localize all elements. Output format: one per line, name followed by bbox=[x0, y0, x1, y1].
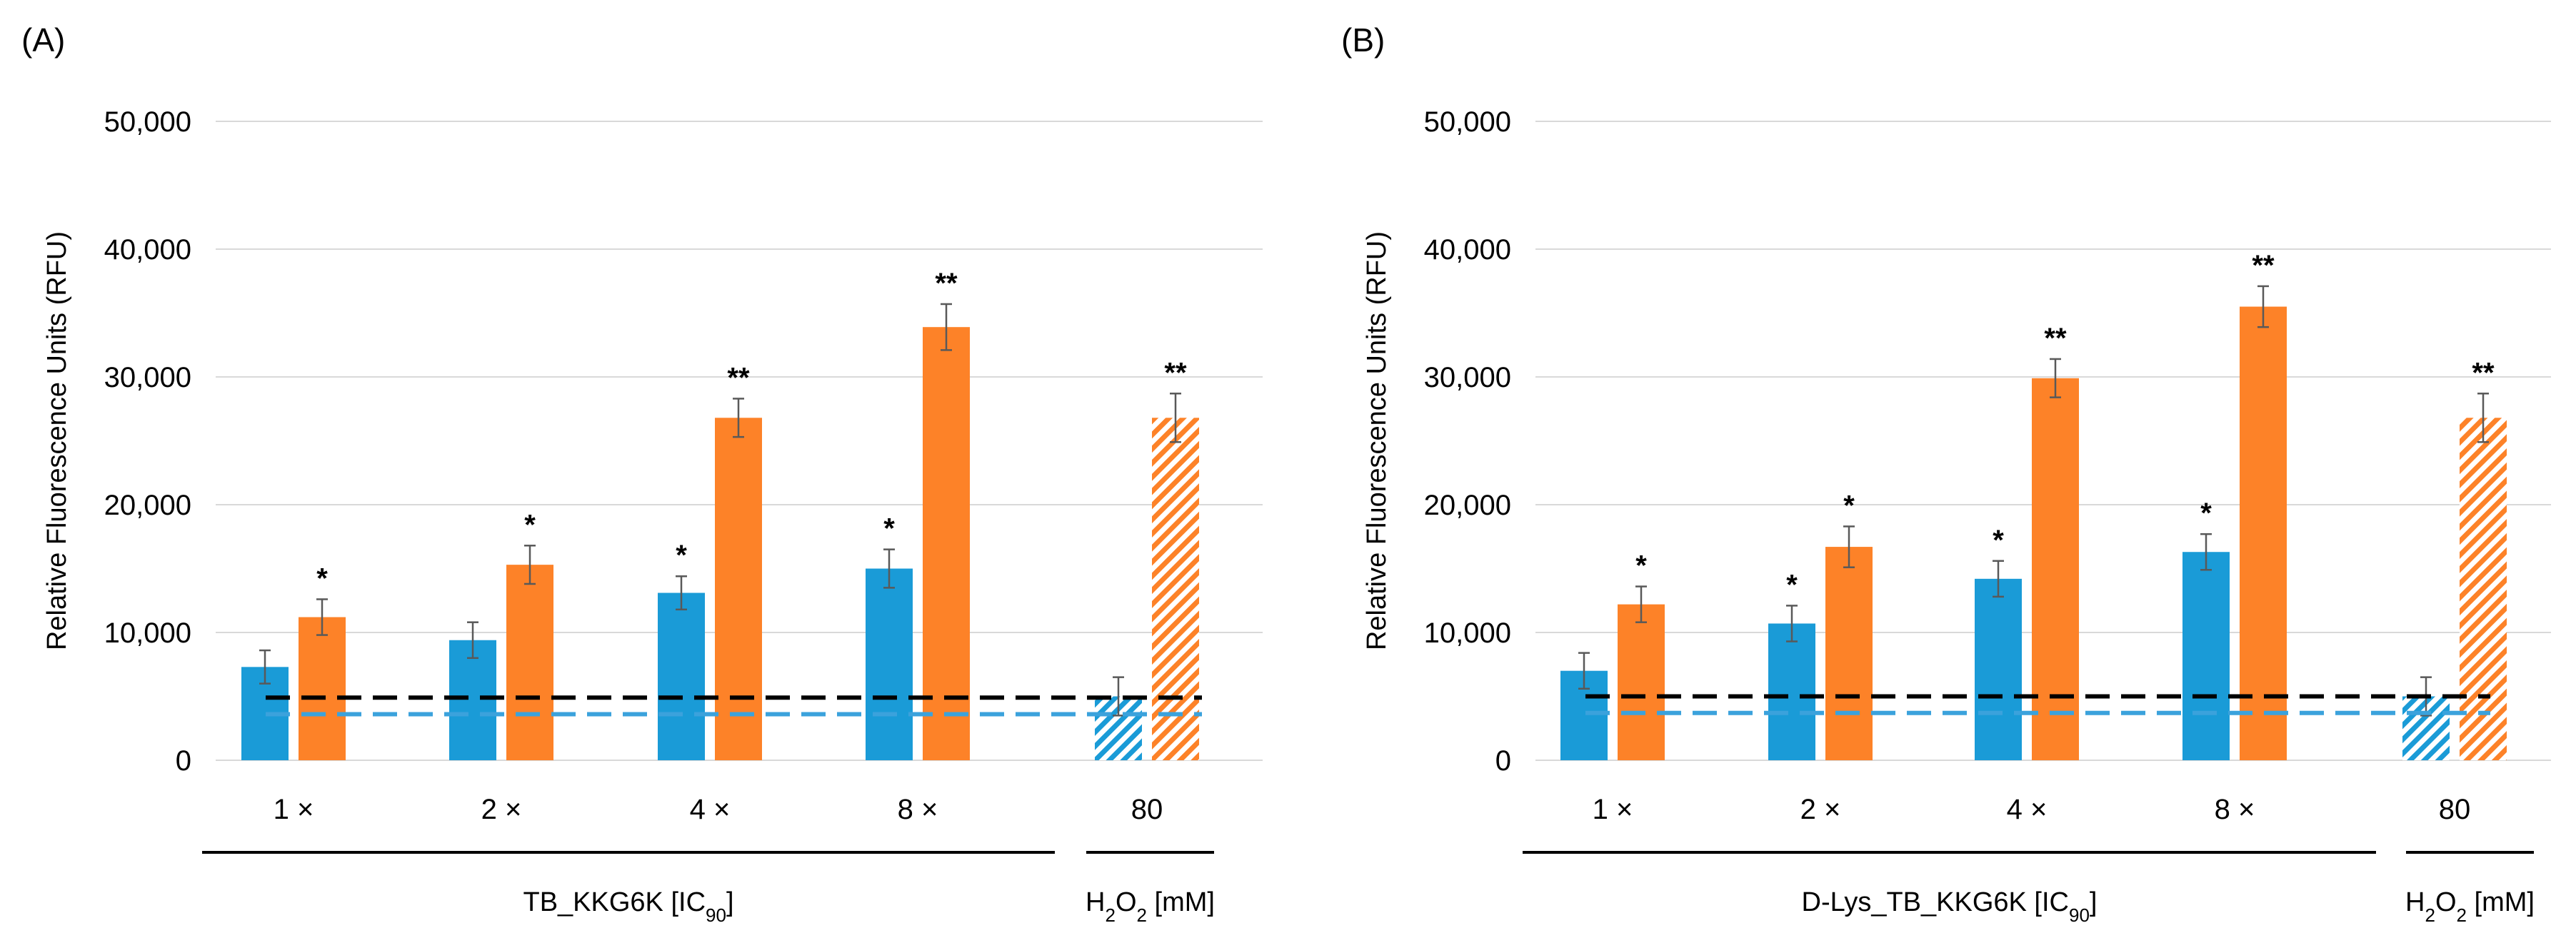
x-category-label: 8 × bbox=[898, 794, 938, 825]
orange-bar bbox=[923, 327, 970, 760]
y-tick-label: 20,000 bbox=[1424, 490, 1511, 521]
orange-bar bbox=[2240, 306, 2287, 760]
significance-marker: * bbox=[2200, 498, 2212, 529]
x-category-label: 8 × bbox=[2215, 794, 2255, 825]
y-tick-label: 40,000 bbox=[1424, 234, 1511, 266]
orange-bar bbox=[2460, 418, 2507, 760]
y-tick-label: 30,000 bbox=[104, 362, 191, 393]
blue-bar bbox=[866, 568, 913, 760]
significance-marker: ** bbox=[2252, 250, 2275, 281]
y-tick-label: 0 bbox=[176, 745, 191, 777]
orange-bar bbox=[299, 617, 346, 760]
x-category-label: 80 bbox=[1131, 794, 1163, 825]
x-category-label: 2 × bbox=[1800, 794, 1841, 825]
group-label-treatment: D-Lys_TB_KKG6K [IC90] bbox=[1802, 887, 2098, 926]
significance-marker: * bbox=[1786, 569, 1798, 600]
y-tick-label: 30,000 bbox=[1424, 362, 1511, 393]
x-category-label: 1 × bbox=[274, 794, 314, 825]
orange-bar bbox=[2032, 378, 2079, 760]
y-tick-label: 10,000 bbox=[104, 617, 191, 649]
blue-bar bbox=[449, 640, 496, 760]
significance-marker: * bbox=[883, 513, 895, 545]
orange-bar bbox=[1152, 418, 1199, 760]
x-category-label: 1 × bbox=[1593, 794, 1633, 825]
significance-marker: * bbox=[1635, 550, 1647, 582]
significance-marker: * bbox=[676, 540, 687, 571]
significance-marker: ** bbox=[2044, 323, 2067, 354]
panel-label: (B) bbox=[1341, 21, 1385, 59]
significance-marker: * bbox=[1993, 525, 2004, 556]
significance-marker: ** bbox=[727, 362, 750, 393]
orange-bar bbox=[715, 418, 762, 760]
orange-bar bbox=[1618, 604, 1665, 760]
significance-marker: * bbox=[1843, 490, 1855, 521]
y-tick-label: 50,000 bbox=[1424, 106, 1511, 138]
panel-label: (A) bbox=[21, 21, 65, 59]
significance-marker: * bbox=[524, 509, 536, 540]
significance-marker: ** bbox=[2472, 357, 2495, 388]
y-tick-label: 50,000 bbox=[104, 106, 191, 138]
y-tick-label: 20,000 bbox=[104, 490, 191, 521]
y-tick-label: 10,000 bbox=[1424, 617, 1511, 649]
blue-bar bbox=[2182, 552, 2230, 760]
panel-a: (A) Relative Fluorescence Units (RFU) 0 10,… bbox=[21, 21, 1263, 926]
y-axis-title: Relative Fluorescence Units (RFU) bbox=[1362, 231, 1392, 650]
group-label-treatment: TB_KKG6K [IC90] bbox=[523, 887, 733, 926]
x-category-label: 4 × bbox=[690, 794, 731, 825]
x-category-label: 4 × bbox=[2007, 794, 2048, 825]
significance-marker: ** bbox=[935, 268, 958, 299]
blue-bar bbox=[1975, 578, 2022, 760]
x-category-label: 80 bbox=[2439, 794, 2471, 825]
blue-bar bbox=[658, 592, 705, 760]
significance-marker: ** bbox=[1164, 357, 1187, 388]
blue-bar bbox=[1768, 623, 1815, 760]
orange-bar bbox=[506, 565, 553, 760]
y-tick-label: 40,000 bbox=[104, 234, 191, 266]
x-category-label: 2 × bbox=[481, 794, 522, 825]
significance-marker: * bbox=[316, 563, 328, 594]
group-label-h2o2: H2O2 [mM] bbox=[2405, 887, 2535, 926]
y-axis-title: Relative Fluorescence Units (RFU) bbox=[42, 231, 72, 650]
group-label-h2o2: H2O2 [mM] bbox=[1086, 887, 1215, 926]
orange-bar bbox=[1825, 547, 1873, 760]
panel-b: (B) Relative Fluorescence Units (RFU) 0 10,… bbox=[1341, 21, 2551, 926]
y-tick-label: 0 bbox=[1495, 745, 1511, 777]
